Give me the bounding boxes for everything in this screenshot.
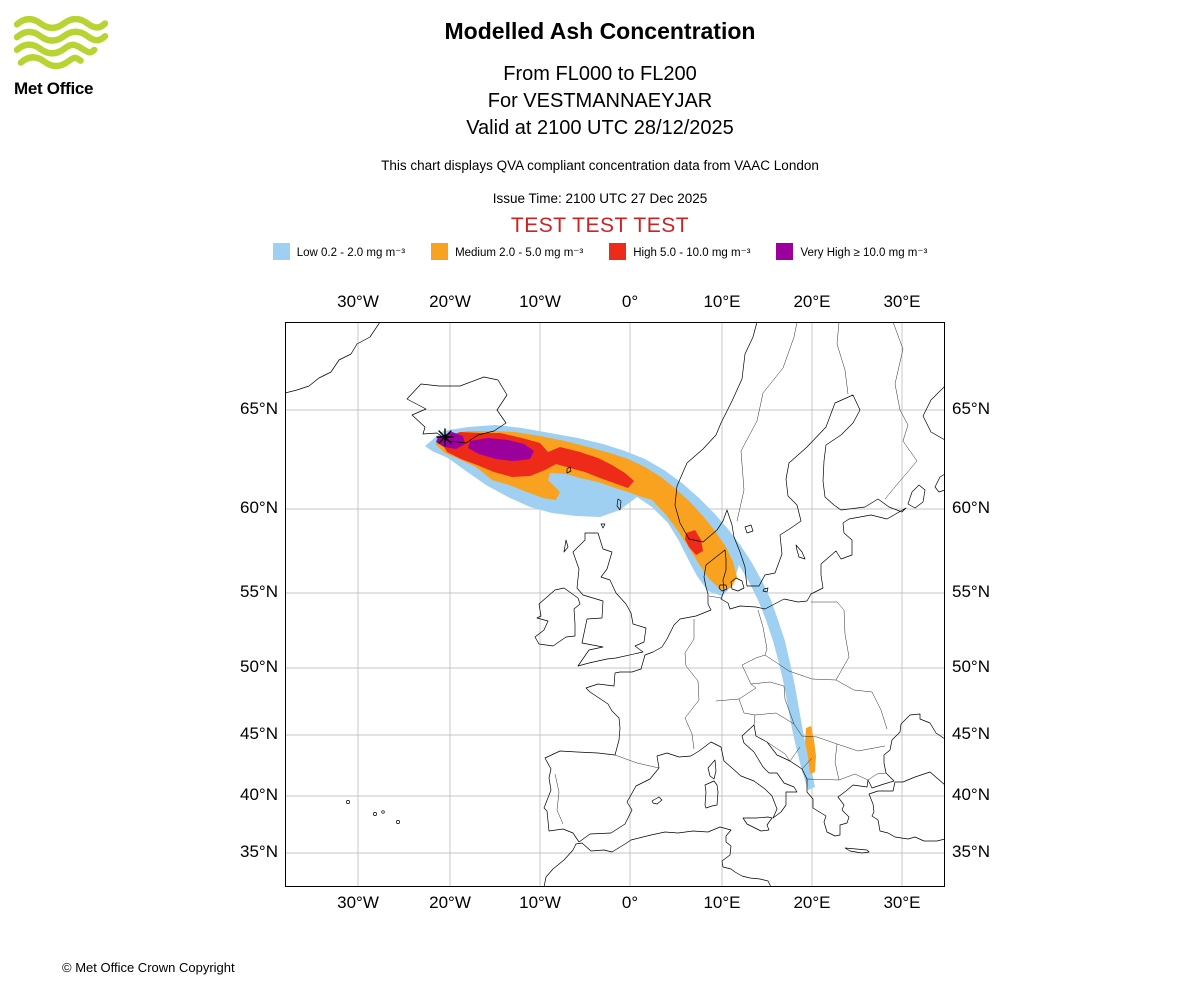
lon-label-bottom: 10°W: [519, 893, 561, 912]
lon-label-top: 20°E: [793, 292, 831, 311]
subtitle-flight-levels: From FL000 to FL200: [503, 63, 697, 85]
lat-label-right: 60°N: [952, 498, 990, 517]
lat-label-right: 50°N: [952, 657, 990, 676]
logo-wave: [13, 15, 109, 32]
lon-label-top: 10°W: [519, 292, 561, 311]
coastline-funen: [718, 584, 728, 592]
lat-label-left: 55°N: [240, 582, 278, 601]
coastline-great-britain: [572, 532, 647, 667]
ash-plume-high-skagerrak: [685, 530, 703, 555]
lat-label-left: 65°N: [240, 399, 278, 418]
coastline-iceland: [406, 376, 508, 444]
coastline-sardinia: [704, 780, 719, 809]
issue-time: Issue Time: 2100 UTC 27 Dec 2025: [492, 191, 708, 206]
lon-label-bottom: 20°W: [429, 893, 471, 912]
lake-ladoga: [907, 484, 926, 509]
qva-info-line: This chart displays QVA compliant concen…: [381, 158, 819, 173]
low-swatch-icon: [272, 243, 290, 260]
coastline-mainland-europe: [543, 321, 946, 843]
copyright-notice: © Met Office Crown Copyright: [62, 960, 235, 975]
lon-label-bottom: 30°E: [883, 893, 921, 912]
high-swatch-icon: [609, 243, 627, 260]
lon-label-top: 0°: [621, 292, 639, 311]
legend: Low 0.2 - 2.0 mg m⁻³ Medium 2.0 - 5.0 mg…: [0, 243, 1200, 260]
subtitle-block: From FL000 to FL200 For VESTMANNAEYJAR V…: [0, 61, 1200, 142]
legend-label-very-high: Very High ≥ 10.0 mg m⁻³: [800, 246, 928, 259]
legend-item-medium: Medium 2.0 - 5.0 mg m⁻³: [431, 243, 583, 260]
map-frame: [285, 322, 945, 887]
very-high-swatch-icon: [776, 243, 794, 260]
logo-wave: [17, 54, 84, 70]
lake-onega: [934, 473, 946, 493]
logo-wave: [13, 28, 109, 44]
lon-label-bottom: 30°W: [337, 893, 379, 912]
coastline-anatolia: [868, 771, 946, 842]
lon-label-top: 20°W: [429, 292, 471, 311]
coastline-mallorca: [651, 796, 663, 805]
legend-label-medium: Medium 2.0 - 5.0 mg m⁻³: [455, 246, 584, 259]
ash-plume-very-high: [436, 432, 465, 449]
lon-label-top: 10°E: [703, 292, 741, 311]
medium-swatch-icon: [431, 243, 449, 260]
azores-island: [373, 812, 377, 816]
map-svg: [284, 321, 946, 888]
legend-label-low: Low 0.2 - 2.0 mg m⁻³: [296, 246, 406, 259]
coastline-sicily: [742, 816, 773, 832]
test-banner: TEST TEST TEST: [510, 214, 690, 237]
coastline-zealand: [730, 577, 745, 592]
map-panel: [284, 321, 946, 888]
lat-label-left: 60°N: [240, 498, 278, 517]
coastline-gotland: [795, 544, 806, 560]
legend-item-very-high: Very High ≥ 10.0 mg m⁻³: [776, 243, 927, 260]
coastline-north-africa: [543, 826, 772, 888]
subtitle-volcano: For VESTMANNAEYJAR: [487, 90, 713, 112]
lon-label-bottom: 20°E: [793, 893, 831, 912]
met-office-logo: Met Office: [13, 15, 114, 99]
coastline-faroes: [566, 466, 572, 474]
lon-label-top: 30°E: [883, 292, 921, 311]
met-office-waves-icon: [13, 15, 109, 70]
country-borders: [554, 321, 918, 825]
azores-island: [346, 800, 350, 804]
coastline-greenland: [284, 321, 381, 394]
subtitle-valid-time: Valid at 2100 UTC 28/12/2025: [466, 117, 734, 139]
ash-plume-medium-balkans: [805, 726, 816, 774]
coastline-crete: [844, 847, 870, 854]
logo-wordmark: Met Office: [14, 79, 94, 98]
coastline-ireland: [534, 587, 581, 647]
lat-label-left: 35°N: [240, 842, 278, 861]
lon-label-bottom: 0°: [621, 893, 639, 912]
coastline-corsica: [707, 759, 717, 780]
lat-label-right: 40°N: [952, 785, 990, 804]
logo-wave: [13, 41, 98, 57]
ash-plume-low: [425, 425, 815, 790]
page-title: Modelled Ash Concentration: [444, 18, 756, 44]
lat-label-left: 50°N: [240, 657, 278, 676]
graticule: [285, 322, 945, 887]
lat-label-left: 40°N: [240, 785, 278, 804]
coastline-shetland: [616, 498, 622, 511]
lon-label-top: 30°W: [337, 292, 379, 311]
coastline-orkney: [600, 523, 606, 529]
lat-label-right: 55°N: [952, 582, 990, 601]
lat-label-right: 45°N: [952, 724, 990, 743]
lake-vanern: [744, 524, 754, 534]
legend-item-high: High 5.0 - 10.0 mg m⁻³: [609, 243, 750, 260]
volcano-marker-icon: [436, 428, 454, 446]
coastline-hebrides: [563, 539, 569, 553]
coastline-bornholm: [762, 587, 769, 593]
ash-plume-very-high-east: [468, 438, 534, 461]
lat-label-right: 35°N: [952, 842, 990, 861]
lon-label-bottom: 10°E: [703, 893, 741, 912]
lat-label-left: 45°N: [240, 724, 278, 743]
azores-island: [396, 820, 400, 824]
azores-island: [381, 810, 385, 814]
legend-label-high: High 5.0 - 10.0 mg m⁻³: [633, 246, 751, 259]
coastlines: [284, 321, 946, 888]
lat-label-right: 65°N: [952, 399, 990, 418]
legend-item-low: Low 0.2 - 2.0 mg m⁻³: [272, 243, 406, 260]
